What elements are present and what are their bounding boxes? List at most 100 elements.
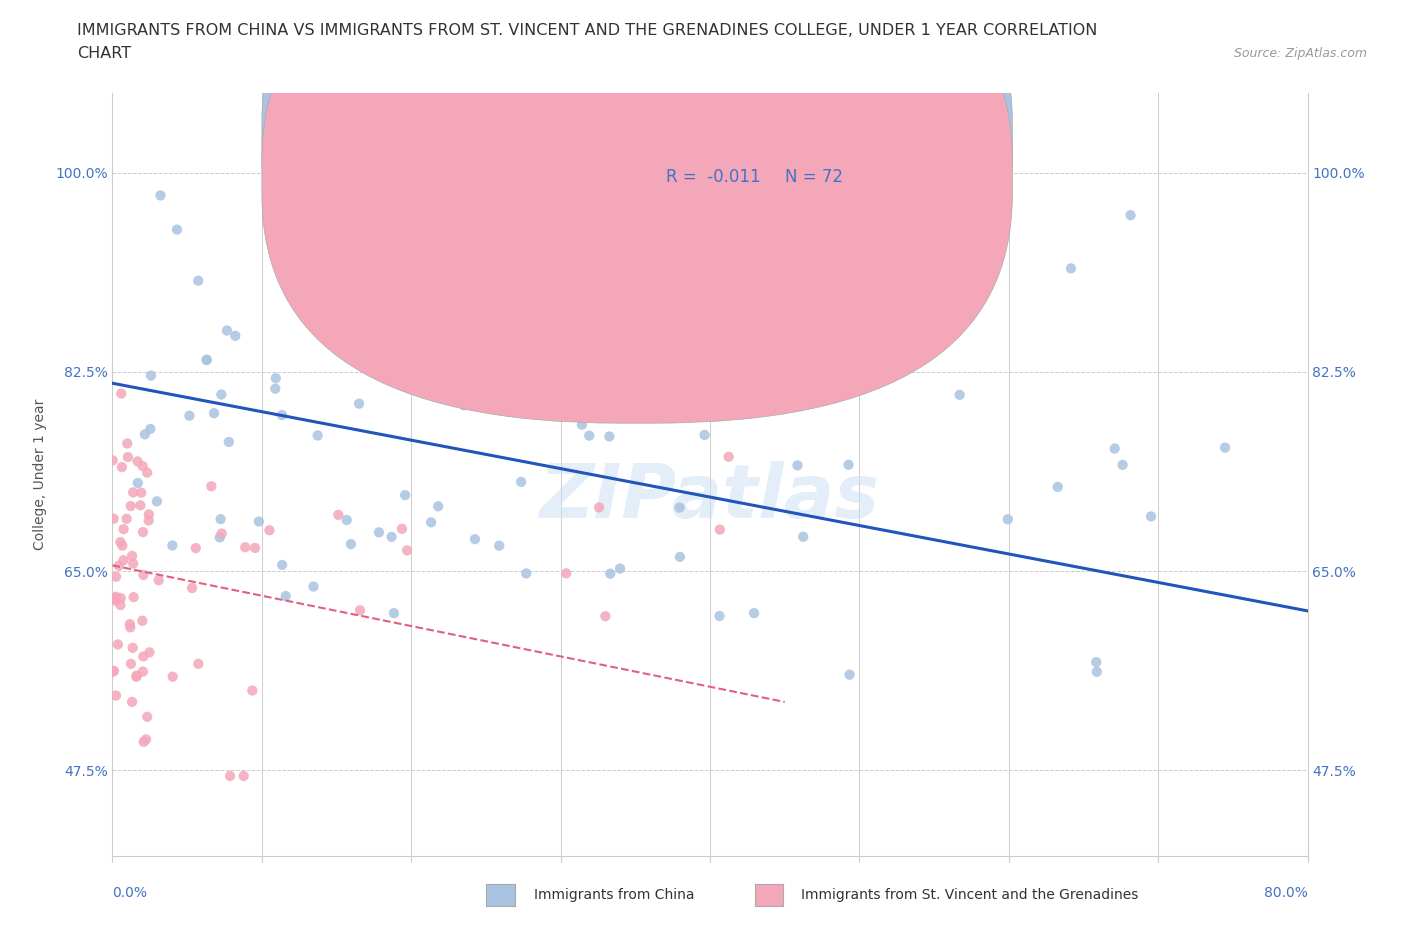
Point xyxy=(488,538,510,553)
Point xyxy=(103,512,125,526)
Point xyxy=(101,664,124,679)
Point xyxy=(104,688,127,703)
Point xyxy=(132,567,155,582)
Text: Immigrants from St. Vincent and the Grenadines: Immigrants from St. Vincent and the Gren… xyxy=(801,887,1139,902)
Point xyxy=(425,367,447,382)
Point xyxy=(1119,207,1142,222)
Point xyxy=(464,532,486,547)
Point xyxy=(578,428,600,443)
Text: N = 83: N = 83 xyxy=(786,129,844,147)
Point xyxy=(243,540,266,555)
Point xyxy=(838,667,860,682)
Point xyxy=(609,385,631,400)
Point xyxy=(121,549,143,564)
Point xyxy=(112,522,135,537)
Point xyxy=(420,339,443,354)
Point xyxy=(609,561,631,576)
Point xyxy=(107,558,129,573)
Point xyxy=(132,649,155,664)
Point xyxy=(110,386,132,401)
Point xyxy=(588,500,610,515)
Point xyxy=(139,421,162,436)
Point xyxy=(377,339,399,353)
Point xyxy=(208,530,231,545)
Point xyxy=(136,465,159,480)
Point xyxy=(328,508,350,523)
Point xyxy=(162,538,184,553)
Point xyxy=(1060,261,1083,276)
Point xyxy=(110,535,132,550)
Point xyxy=(134,427,156,442)
Point xyxy=(132,525,155,539)
Point xyxy=(132,735,155,750)
Point xyxy=(259,523,281,538)
Point xyxy=(224,328,246,343)
Point xyxy=(340,537,363,551)
Point xyxy=(166,222,188,237)
Point xyxy=(717,449,740,464)
Point xyxy=(1104,441,1126,456)
Point xyxy=(599,566,621,581)
Text: ZIPatlas: ZIPatlas xyxy=(540,460,880,534)
Point xyxy=(382,605,405,620)
Point xyxy=(347,396,370,411)
Point xyxy=(103,663,125,678)
Point xyxy=(219,768,242,783)
Point xyxy=(129,485,152,500)
Point xyxy=(394,487,416,502)
Point xyxy=(510,474,533,489)
Point xyxy=(1111,458,1133,472)
Point xyxy=(538,401,561,416)
Point xyxy=(195,352,218,367)
Point xyxy=(349,603,371,618)
Text: 0.0%: 0.0% xyxy=(112,886,148,900)
Text: N = 72: N = 72 xyxy=(786,168,844,186)
Point xyxy=(307,428,329,443)
Point xyxy=(184,540,207,555)
Point xyxy=(949,388,972,403)
Point xyxy=(336,512,359,527)
Point xyxy=(125,670,148,684)
FancyBboxPatch shape xyxy=(262,0,1012,423)
Text: CHART: CHART xyxy=(77,46,131,61)
Point xyxy=(1140,509,1163,524)
Point xyxy=(606,358,628,373)
Point xyxy=(209,387,232,402)
Point xyxy=(368,525,391,539)
Text: R =  -0.011: R = -0.011 xyxy=(666,168,761,186)
Point xyxy=(120,620,142,635)
Point xyxy=(112,552,135,567)
Point xyxy=(218,434,240,449)
Point xyxy=(115,512,138,526)
Point xyxy=(557,301,579,316)
Point xyxy=(242,683,264,698)
Point xyxy=(418,217,440,232)
Point xyxy=(118,617,141,631)
Point xyxy=(555,565,578,580)
Point xyxy=(122,485,145,499)
Text: Source: ZipAtlas.com: Source: ZipAtlas.com xyxy=(1233,46,1367,60)
Point xyxy=(1085,655,1108,670)
FancyBboxPatch shape xyxy=(262,0,1012,385)
Point xyxy=(264,371,287,386)
Point xyxy=(122,556,145,571)
Point xyxy=(117,436,139,451)
Point xyxy=(131,613,153,628)
Point xyxy=(200,479,222,494)
Point xyxy=(138,507,160,522)
Point xyxy=(181,580,204,595)
Point xyxy=(202,405,225,420)
Point xyxy=(856,321,879,336)
Point xyxy=(571,418,593,432)
Point xyxy=(475,263,498,278)
Point xyxy=(127,475,149,490)
Point xyxy=(103,591,125,605)
Point xyxy=(527,352,550,367)
Point xyxy=(786,458,808,472)
Point xyxy=(380,529,402,544)
Point xyxy=(247,514,270,529)
Point xyxy=(139,368,162,383)
Point xyxy=(420,515,443,530)
Point xyxy=(215,323,238,338)
Point xyxy=(120,657,142,671)
